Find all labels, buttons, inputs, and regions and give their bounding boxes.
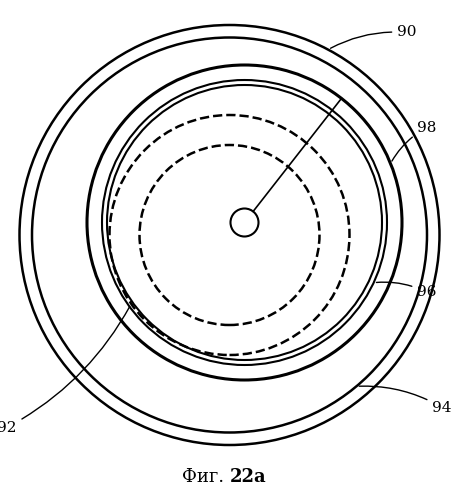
Text: 22а: 22а [230,468,266,486]
Text: 98: 98 [392,120,437,161]
Text: Фиг.: Фиг. [182,468,230,486]
Text: 94: 94 [359,386,452,414]
Text: 92: 92 [0,306,130,434]
Text: 96: 96 [376,282,437,300]
Text: 90: 90 [330,26,417,48]
